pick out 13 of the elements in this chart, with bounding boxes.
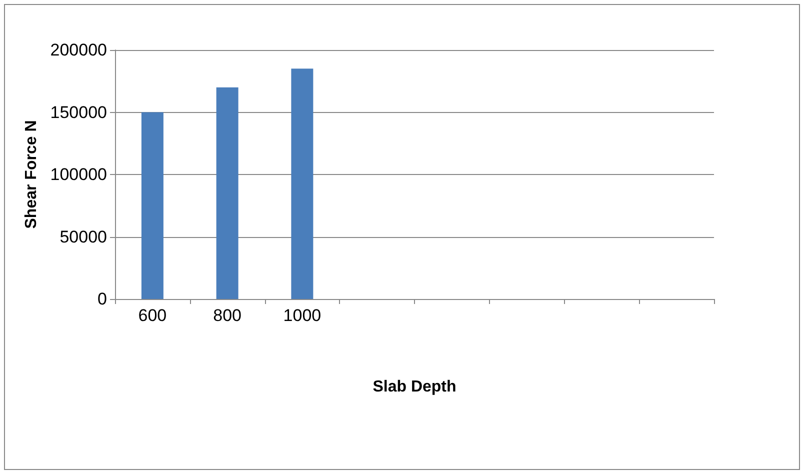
bar	[291, 68, 314, 299]
y-tick-label: 0	[98, 290, 107, 308]
x-tick-label: 1000	[283, 306, 322, 325]
y-tick-label: 50000	[60, 227, 107, 246]
y-tick-label: 150000	[50, 102, 107, 122]
bar	[141, 112, 164, 299]
x-tick-label: 600	[138, 306, 167, 325]
y-tick-label: 200000	[50, 40, 107, 60]
y-tick-label: 100000	[50, 165, 107, 184]
x-axis-title: Slab Depth	[372, 378, 456, 396]
bar	[216, 87, 238, 299]
x-tick-label: 800	[213, 306, 242, 325]
y-axis-title: Shear Force N	[22, 120, 40, 229]
